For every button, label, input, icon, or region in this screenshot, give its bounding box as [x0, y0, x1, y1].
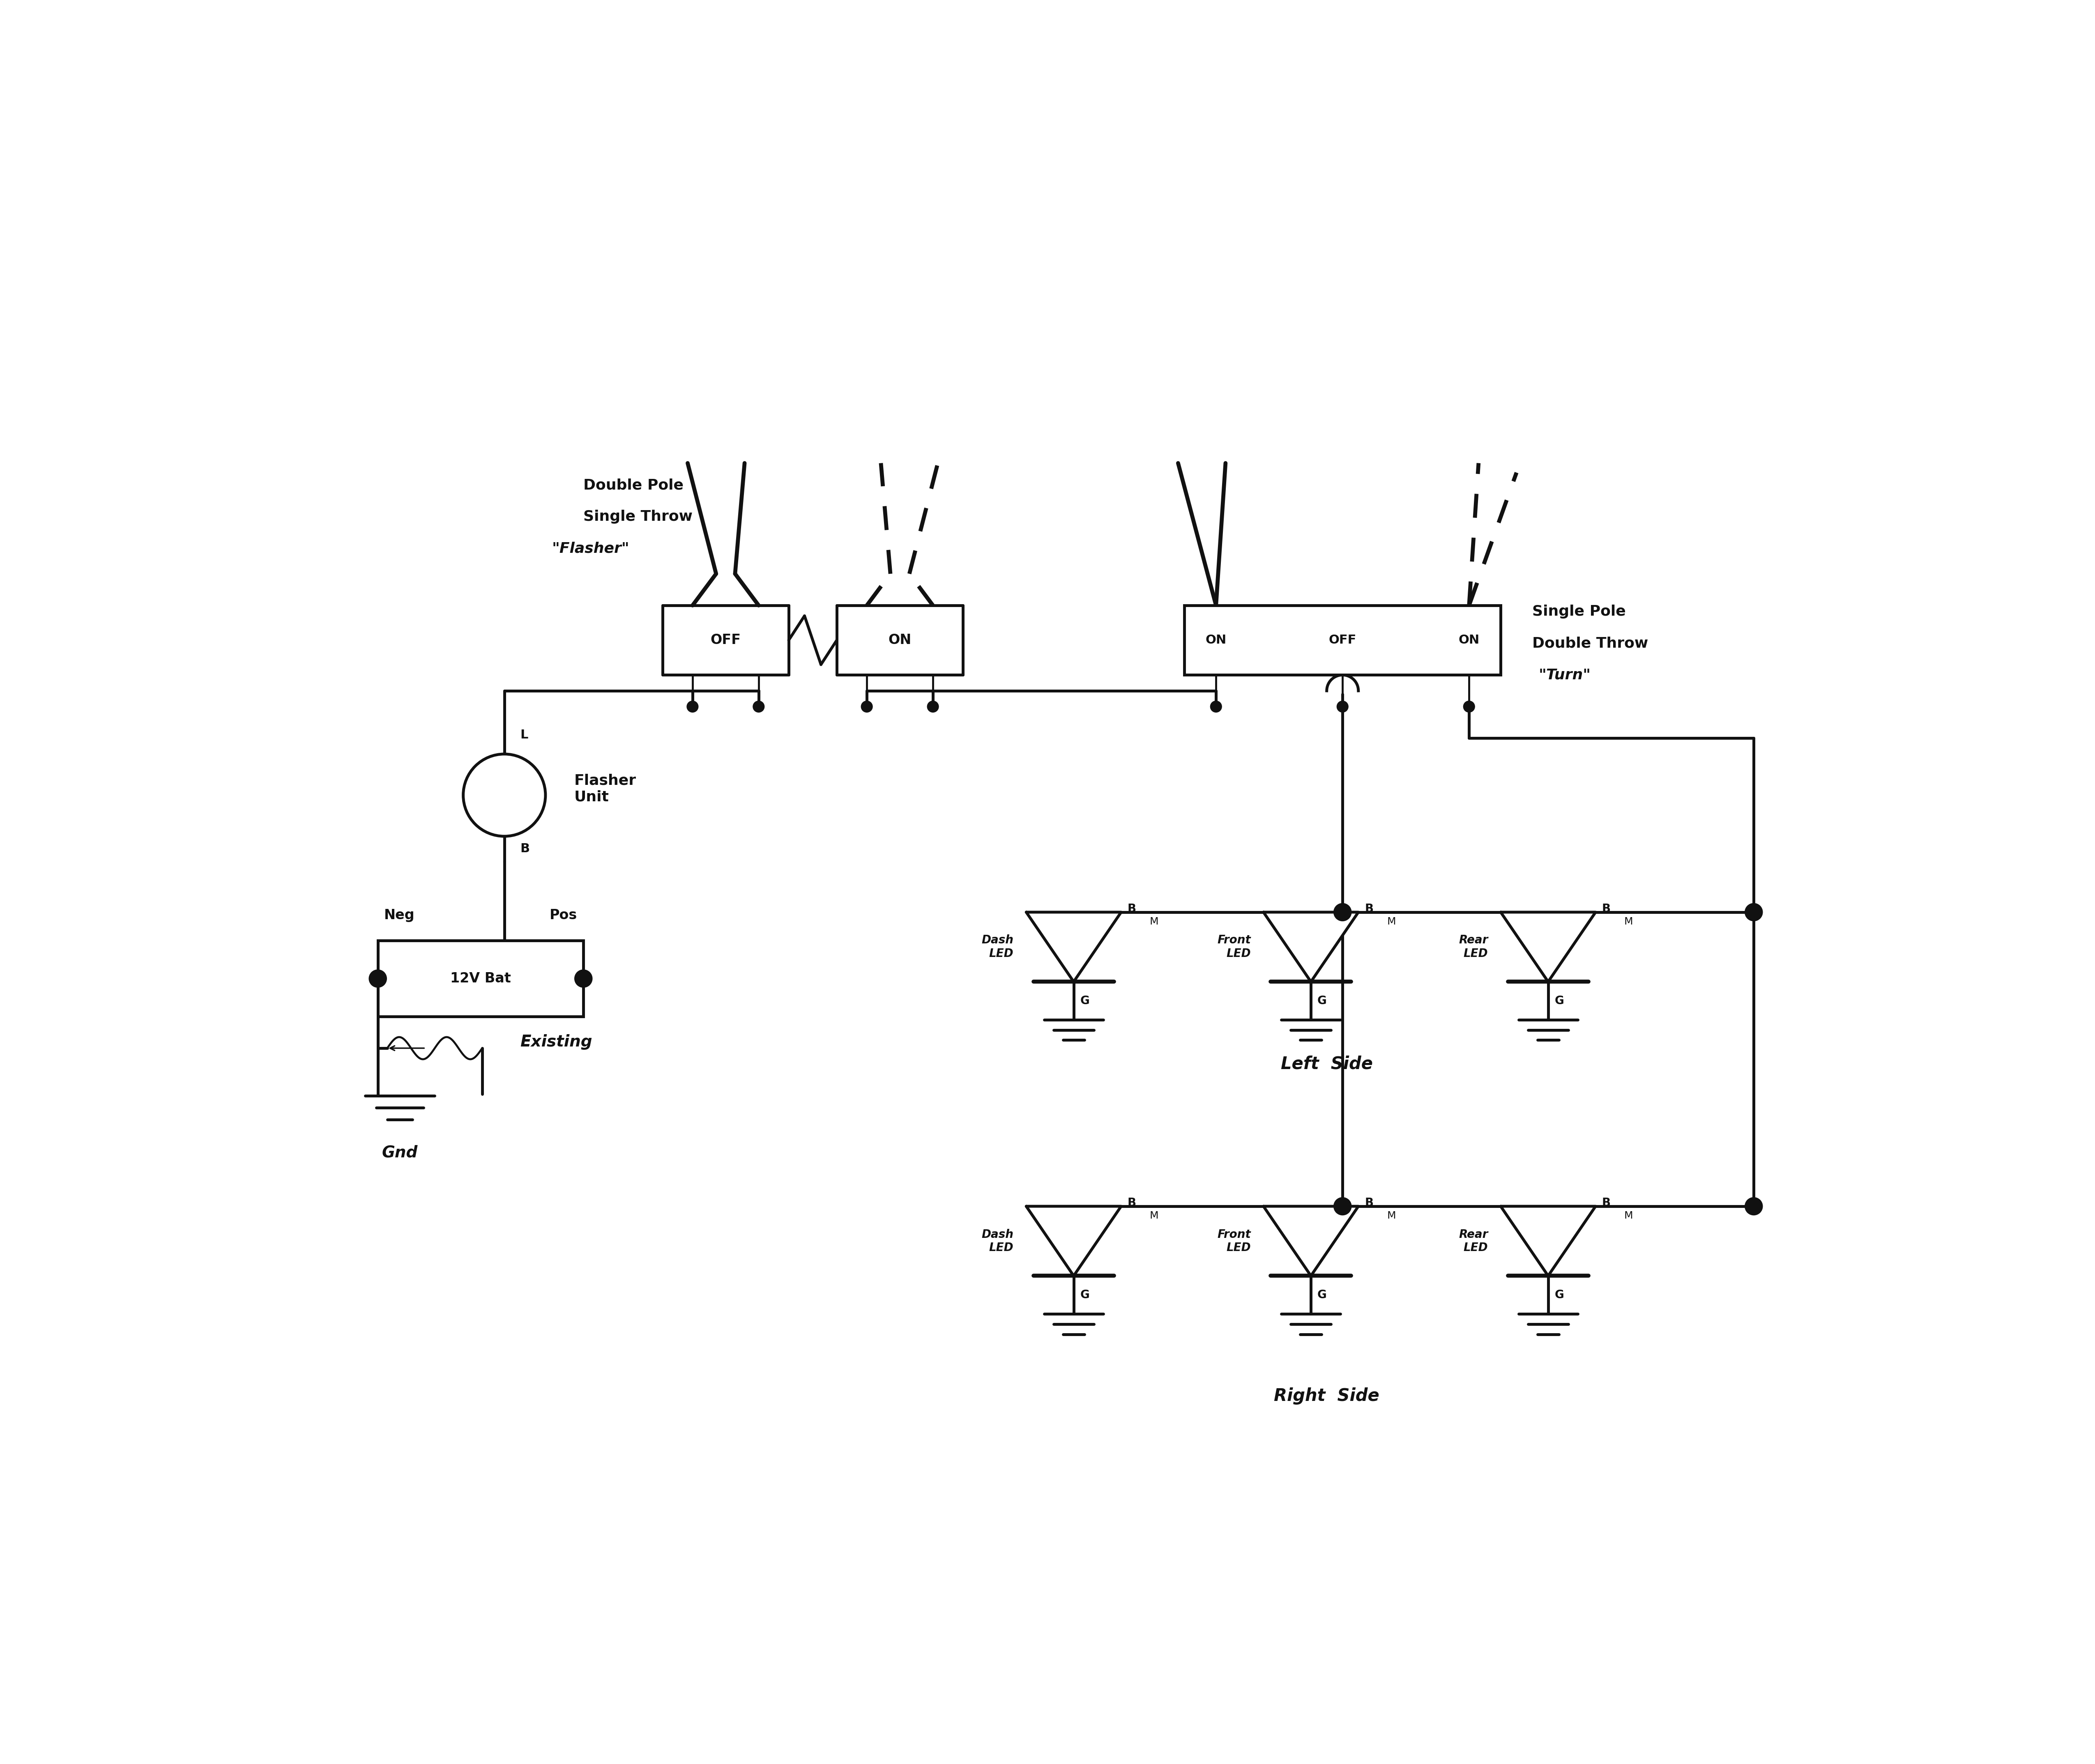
Text: OFF: OFF	[1328, 635, 1355, 646]
Text: B: B	[1364, 1198, 1374, 1208]
Polygon shape	[1500, 912, 1596, 983]
Text: Flasher
Unit: Flasher Unit	[574, 774, 637, 804]
Text: 12V Bat: 12V Bat	[450, 972, 511, 986]
Text: M: M	[1150, 917, 1159, 926]
Text: Dash
LED: Dash LED	[983, 1230, 1014, 1254]
Text: G: G	[1318, 1289, 1326, 1300]
Circle shape	[1335, 1198, 1351, 1215]
Circle shape	[369, 970, 388, 988]
Circle shape	[1335, 903, 1351, 921]
Polygon shape	[1027, 912, 1121, 983]
Polygon shape	[1500, 1207, 1596, 1275]
Text: Left  Side: Left Side	[1280, 1055, 1372, 1073]
Circle shape	[1745, 903, 1762, 921]
Text: G: G	[1318, 995, 1326, 1007]
Text: M: M	[1624, 1210, 1632, 1221]
Circle shape	[1464, 700, 1475, 713]
Text: Rear
LED: Rear LED	[1458, 935, 1487, 960]
Text: Pos: Pos	[549, 908, 576, 923]
Text: "Flasher": "Flasher"	[551, 542, 628, 556]
Text: L: L	[520, 729, 528, 741]
Circle shape	[574, 970, 593, 988]
Text: Front
LED: Front LED	[1217, 1230, 1251, 1254]
Text: ON: ON	[888, 633, 911, 647]
Text: Right  Side: Right Side	[1274, 1388, 1379, 1404]
Text: Front
LED: Front LED	[1217, 935, 1251, 960]
Text: "Turn": "Turn"	[1538, 669, 1590, 683]
Text: B: B	[1603, 1198, 1611, 1208]
Circle shape	[1211, 700, 1221, 713]
Text: M: M	[1150, 1210, 1159, 1221]
Circle shape	[1337, 700, 1349, 713]
Text: G: G	[1081, 1289, 1089, 1300]
Text: Dash
LED: Dash LED	[983, 935, 1014, 960]
Circle shape	[463, 753, 545, 836]
Text: G: G	[1081, 995, 1089, 1007]
Bar	[1184, 605, 1500, 676]
Polygon shape	[1263, 1207, 1358, 1275]
Text: M: M	[1387, 1210, 1395, 1221]
Text: B: B	[1603, 903, 1611, 916]
Text: Existing: Existing	[520, 1034, 593, 1050]
Text: G: G	[1554, 995, 1563, 1007]
Text: ON: ON	[1458, 635, 1479, 646]
Text: Gnd: Gnd	[381, 1145, 417, 1161]
Circle shape	[752, 700, 765, 713]
Circle shape	[861, 700, 872, 713]
Text: M: M	[1387, 917, 1395, 926]
Text: B: B	[1127, 903, 1135, 916]
Text: B: B	[520, 843, 530, 856]
Circle shape	[687, 700, 698, 713]
Text: Single Throw: Single Throw	[582, 510, 693, 524]
Text: Rear
LED: Rear LED	[1458, 1230, 1487, 1254]
Text: Single Pole: Single Pole	[1531, 605, 1626, 619]
Text: G: G	[1554, 1289, 1563, 1300]
Text: Double Pole: Double Pole	[582, 478, 683, 492]
Text: Double Throw: Double Throw	[1531, 637, 1649, 651]
Text: OFF: OFF	[710, 633, 742, 647]
Bar	[377, 940, 582, 1016]
Circle shape	[928, 700, 939, 713]
Polygon shape	[1263, 912, 1358, 983]
Text: B: B	[1127, 1198, 1135, 1208]
Text: B: B	[1364, 903, 1374, 916]
Text: Neg: Neg	[383, 908, 415, 923]
Text: M: M	[1624, 917, 1632, 926]
Polygon shape	[1027, 1207, 1121, 1275]
Circle shape	[1745, 1198, 1762, 1215]
Text: ON: ON	[1205, 635, 1226, 646]
